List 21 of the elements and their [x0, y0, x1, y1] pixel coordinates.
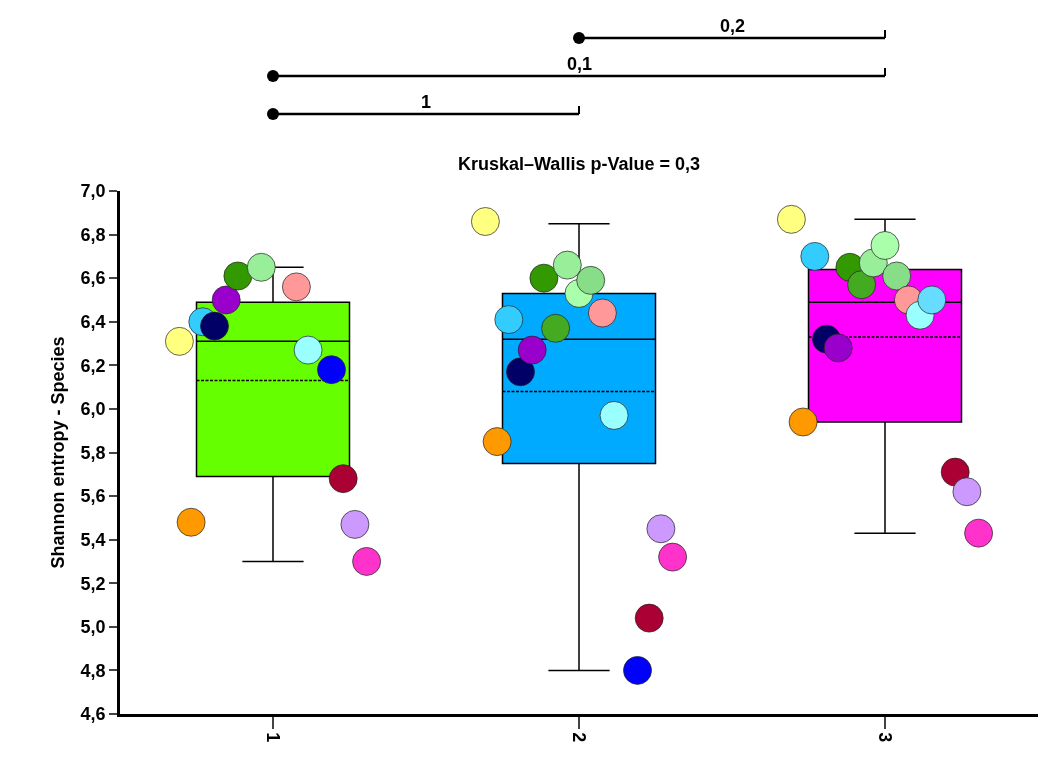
y-tick-label: 5,6 — [80, 486, 106, 507]
y-tick-label: 6,8 — [80, 224, 106, 245]
y-axis-title: Shannon entropy - Species — [47, 336, 68, 569]
x-tick-label: 2 — [569, 732, 590, 743]
y-tick-label: 5,4 — [80, 529, 106, 550]
text: 0,2 — [720, 16, 746, 36]
y-tick-label: 4,6 — [80, 704, 106, 725]
y-tick-label: 6,2 — [80, 355, 106, 376]
y-tick-label: 5,8 — [80, 442, 106, 463]
text: Kruskal–Wallis p-Value = 0,3 — [458, 154, 700, 174]
y-tick-label: 4,8 — [80, 660, 106, 681]
text: 0,1 — [567, 54, 593, 74]
y-tick-label: 5,2 — [80, 573, 106, 594]
y-tick-label: 7,0 — [80, 181, 106, 202]
x-tick-label: 3 — [875, 732, 896, 743]
y-tick-label: 6,0 — [80, 399, 106, 420]
y-tick-label: 5,0 — [80, 617, 106, 638]
y-tick-label: 6,4 — [80, 312, 106, 333]
y-tick-label: 6,6 — [80, 268, 106, 289]
x-tick-label: 1 — [263, 732, 284, 743]
text: 1 — [421, 92, 432, 112]
